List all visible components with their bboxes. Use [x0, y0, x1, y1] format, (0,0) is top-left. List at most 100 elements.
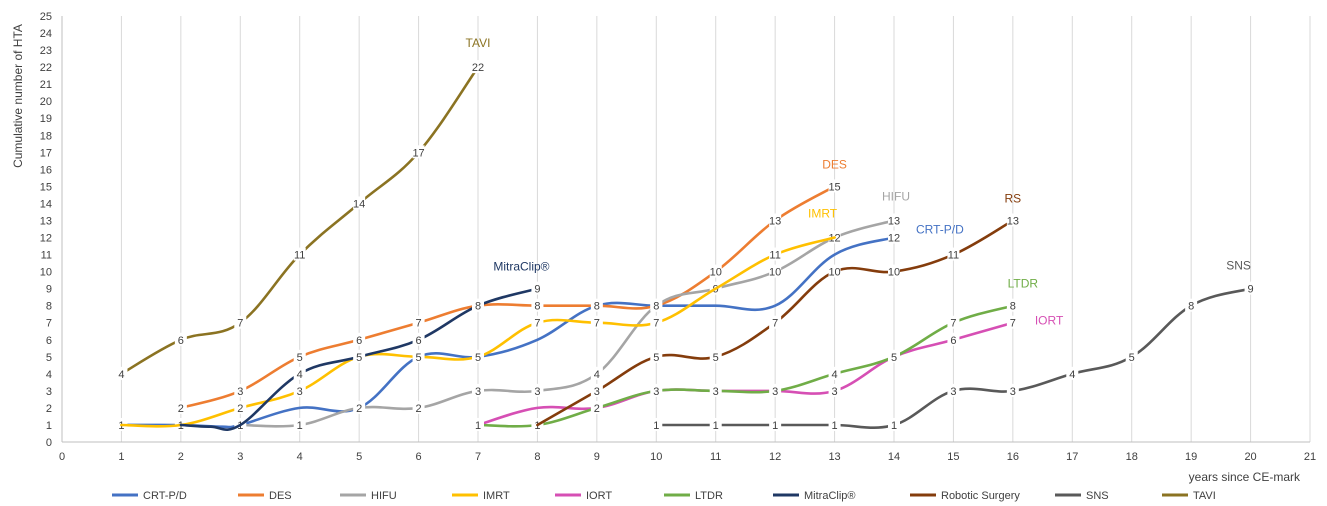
series-end-label: HIFU: [882, 189, 910, 203]
data-label: 10: [710, 267, 722, 279]
legend-item: SNS: [1055, 490, 1109, 502]
series-end-label: TAVI: [466, 36, 491, 50]
legend-item: IMRT: [452, 490, 510, 502]
data-label: 1: [891, 420, 897, 432]
data-label: 8: [594, 301, 600, 313]
legend-label: Robotic Surgery: [941, 490, 1020, 502]
x-tick-label: 11: [710, 451, 721, 463]
legend-label: TAVI: [1193, 490, 1216, 502]
data-label: 2: [594, 403, 600, 415]
data-label-bg: [709, 383, 722, 397]
data-label: 7: [950, 318, 956, 330]
y-tick-label: 3: [46, 386, 52, 398]
data-label-bg: [590, 383, 603, 397]
data-label: 5: [475, 352, 481, 364]
legend-item: MitraClip®: [773, 490, 856, 502]
data-label: 3: [713, 386, 719, 398]
data-label: 13: [769, 215, 781, 227]
data-label-bg: [709, 417, 722, 431]
data-label: 13: [888, 215, 900, 227]
data-label-bg: [234, 315, 247, 329]
series-des: 2 3 5 6 7 8 8 8 8 10 13 15 DES: [174, 157, 847, 415]
x-tick-label: 0: [59, 451, 65, 463]
legend-item: TAVI: [1162, 490, 1216, 502]
legend-label: IMRT: [483, 490, 510, 502]
data-label: 3: [832, 386, 838, 398]
data-label: 6: [356, 335, 362, 347]
data-label-bg: [472, 298, 484, 312]
data-label-bg: [1244, 281, 1257, 295]
data-label: 3: [772, 386, 778, 398]
series-tavi: 4 6 7 11 14 17 22 TAVI: [115, 36, 490, 381]
series-sns: 1 1 1 1 1 3 3 4 5 8 9 SNS: [650, 259, 1257, 432]
data-label-bg: [1066, 366, 1079, 380]
y-tick-label: 1: [46, 420, 52, 432]
data-label-bg: [353, 349, 366, 363]
x-tick-label: 21: [1304, 451, 1316, 463]
data-label-bg: [353, 400, 366, 414]
data-label: 5: [1129, 352, 1135, 364]
data-label-bg: [590, 400, 603, 414]
series-line: [476, 321, 1015, 427]
data-label-bg: [531, 281, 544, 295]
series-robotic-surgery: 3 5 5 7 10 10 11 13 RS: [536, 191, 1021, 427]
data-label: 17: [412, 147, 424, 159]
data-label: 11: [948, 250, 959, 262]
y-tick-label: 15: [40, 181, 52, 193]
data-label: 7: [594, 318, 600, 330]
y-tick-label: 16: [40, 164, 52, 176]
series-end-label: LTDR: [1008, 277, 1039, 291]
data-label-bg: [888, 213, 900, 227]
data-label: 7: [772, 318, 778, 330]
legend-label: CRT-P/D: [143, 490, 187, 502]
chart-legend: CRT-P/D DES HIFU IMRT IORT LTDR MitraClip® Robo…: [112, 490, 1216, 502]
data-label: 3: [1010, 386, 1016, 398]
data-label-bg: [769, 315, 782, 329]
data-label-bg: [472, 349, 484, 363]
data-label: 22: [472, 62, 484, 74]
legend-item: LTDR: [664, 490, 723, 502]
x-tick-label: 18: [1126, 451, 1138, 463]
data-label: 10: [769, 267, 781, 279]
x-tick-label: 1: [118, 451, 124, 463]
data-label: 2: [416, 403, 422, 415]
legend-label: HIFU: [371, 490, 397, 502]
data-label-bg: [590, 315, 603, 329]
series-end-label: IORT: [1035, 314, 1064, 328]
y-tick-label: 23: [40, 45, 52, 57]
y-tick-label: 8: [46, 301, 52, 313]
data-label: 8: [475, 301, 481, 313]
x-axis-title: years since CE-mark: [1189, 470, 1301, 484]
series-mitraclip-: 4 5 6 8 9 MitraClip®: [179, 260, 550, 432]
data-label-bg: [650, 383, 663, 397]
series-end-label: MitraClip®: [493, 260, 549, 274]
series-end-label: SNS: [1226, 259, 1251, 273]
y-tick-label: 5: [46, 352, 52, 364]
y-tick-label: 13: [40, 215, 52, 227]
data-label: 6: [178, 335, 184, 347]
x-tick-label: 9: [594, 451, 600, 463]
data-label: 8: [1188, 301, 1194, 313]
data-label-bg: [828, 179, 841, 193]
x-tick-label: 3: [237, 451, 243, 463]
data-label: 2: [178, 403, 184, 415]
data-label-bg: [947, 247, 960, 261]
data-label-bg: [234, 383, 247, 397]
y-tick-label: 20: [40, 96, 52, 108]
data-label: 7: [534, 318, 540, 330]
legend-item: HIFU: [340, 490, 397, 502]
data-label-bg: [353, 332, 366, 346]
data-label-bg: [828, 383, 841, 397]
data-label-bg: [947, 332, 960, 346]
data-label-bg: [472, 417, 484, 431]
data-label: 11: [294, 250, 305, 262]
data-label: 1: [297, 420, 303, 432]
data-label-bg: [888, 417, 900, 431]
y-tick-label: 19: [40, 113, 52, 125]
legend-item: CRT-P/D: [112, 490, 187, 502]
data-label: 8: [1010, 301, 1016, 313]
y-tick-label: 17: [40, 147, 52, 159]
data-label: 5: [713, 352, 719, 364]
